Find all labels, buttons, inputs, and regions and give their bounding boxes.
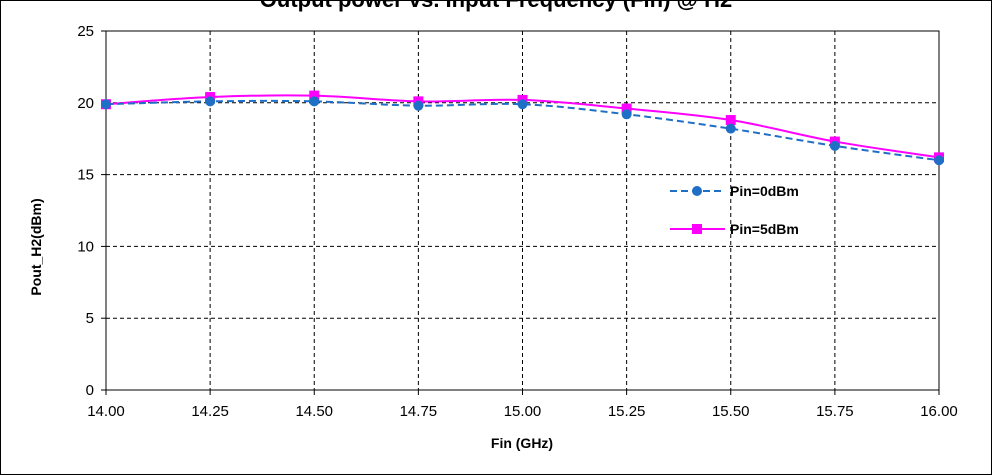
axis-ticks: 0 5 10 15 20 25 14.00 14.25 14.50 14.75 15.00 15.25… [77,23,957,420]
x-tick-label: 15.75 [816,403,854,420]
y-tick-label: 15 [77,167,94,184]
plot-area-border [105,30,940,391]
y-axis-title: Pout_H2(dBm) [28,198,44,295]
data-point [205,96,216,107]
data-point [725,115,736,126]
data-point [725,123,736,134]
legend-entry: Pin=0dBm [670,183,799,199]
data-point [309,96,320,107]
legend-label: Pin=5dBm [730,221,799,237]
data-point [101,99,111,110]
series-group [101,96,944,166]
series-line [105,99,940,162]
data-point [621,109,632,120]
x-tick-label: 15.50 [712,403,750,420]
y-tick-label: 0 [86,382,94,399]
y-tick-label: 10 [77,238,94,255]
y-tick-label: 25 [77,23,94,40]
legend-marker [692,224,702,234]
y-tick-label: 20 [77,95,94,112]
x-tick-label: 14.50 [295,403,333,420]
legend-marker [692,186,702,196]
legend-label: Pin=0dBm [730,183,799,199]
x-tick-label: 14.00 [87,403,125,420]
data-point [934,155,944,166]
series-layer [101,90,944,166]
legend-entry: Pin=5dBm [670,221,799,237]
data-point [413,100,424,111]
grid-lines [106,31,939,390]
data-point [517,99,528,110]
legend: Pin=0dBm Pin=5dBm [670,183,799,237]
y-tick-label: 5 [86,310,94,327]
data-point [309,90,320,101]
x-tick-label: 16.00 [920,403,958,420]
x-tick-label: 14.75 [400,403,438,420]
data-point [829,140,840,151]
data-point [621,103,632,114]
x-tick-label: 15.25 [608,403,646,420]
x-tick-label: 14.25 [191,403,229,420]
chart-title: Output power vs. Input Frequency (Fin) @… [260,1,732,12]
x-axis-title: Fin (GHz) [491,435,553,451]
x-tick-label: 15.00 [504,403,542,420]
